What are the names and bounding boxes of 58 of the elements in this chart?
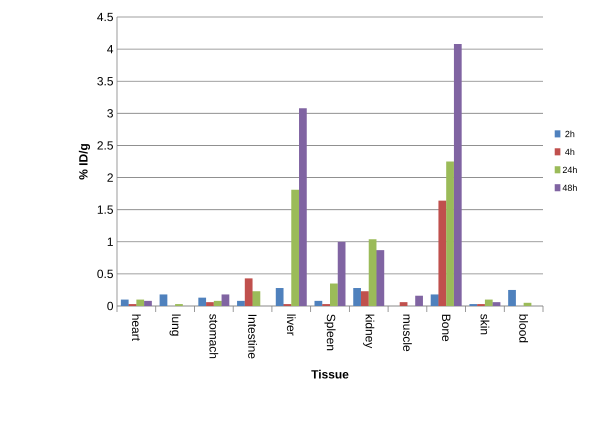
x-tick-label: muscle [403,314,412,352]
bar [222,294,230,306]
bar [330,284,338,306]
bar [484,300,493,306]
bar [252,291,260,306]
legend-label: 2h [565,130,574,138]
bar [524,302,532,306]
y-tick-label: 2 [107,173,113,182]
bar [353,288,361,306]
x-tick-label: blood [519,314,528,342]
x-tick-label: skin [480,314,490,334]
legend-label: 48h [562,184,577,192]
y-tick-label: 4.5 [97,12,113,22]
bar [415,296,423,306]
bar [508,290,516,306]
x-tick-label: liver [286,314,296,336]
legend-label: 4h [565,148,574,156]
bar [446,162,454,306]
bar [206,302,214,306]
x-tick-label: stomach [209,314,218,358]
y-tick-label: 2.5 [97,141,113,150]
bar [299,108,307,306]
bar [214,300,222,306]
bar [198,298,206,306]
bar [438,200,446,306]
bar [338,242,346,306]
bar [360,291,369,306]
y-axis-title: % ID/g [78,144,90,180]
bar [136,300,144,306]
x-tick-label: Spleen [324,314,336,350]
y-tick-label: 3.5 [97,76,113,86]
bar [492,302,500,306]
y-tick-label: 1 [108,238,113,246]
x-tick-label: lung [170,314,181,336]
bar [244,278,253,306]
x-tick-label: Intestine [248,314,257,358]
x-tick-label: kidney [363,314,374,348]
x-tick-label: Bone [442,314,450,342]
x-tick-label: heart [132,314,141,341]
bar [144,300,152,306]
bar [120,300,129,306]
bar [368,239,376,306]
bar [160,294,168,306]
y-tick-label: 3 [107,109,113,118]
x-axis-title: Tissue [311,370,348,379]
y-tick-label: 4 [107,45,114,54]
bar [400,302,408,306]
bar [376,250,384,306]
bar [454,44,462,306]
y-tick-label: 1.5 [98,206,113,214]
bar [314,300,322,306]
bar [237,300,245,306]
bar [430,294,438,306]
y-tick-label: 0 [107,302,114,310]
bar [276,288,284,306]
bar [291,190,300,306]
legend-label: 24h [562,166,577,173]
y-tick-label: 0.5 [97,270,113,278]
